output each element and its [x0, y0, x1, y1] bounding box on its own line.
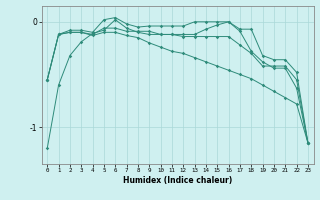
X-axis label: Humidex (Indice chaleur): Humidex (Indice chaleur)	[123, 176, 232, 185]
